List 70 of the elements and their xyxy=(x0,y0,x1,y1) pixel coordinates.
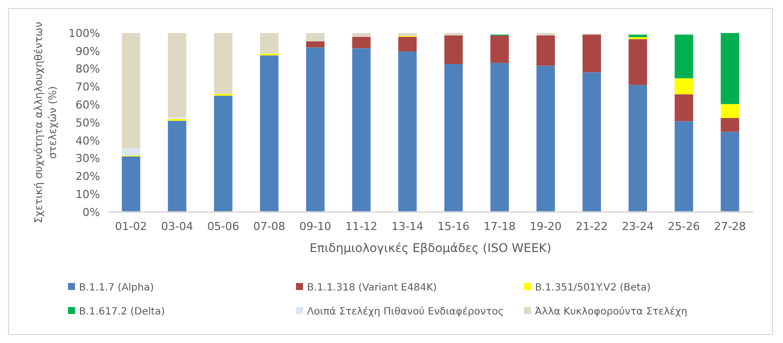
legend-label: B.1.1.7 (Alpha) xyxy=(79,282,154,294)
x-tick-label: 05-06 xyxy=(207,220,240,233)
bar xyxy=(398,36,417,52)
bar xyxy=(306,33,325,42)
x-tick-label: 19-20 xyxy=(530,220,562,233)
bar xyxy=(214,96,232,212)
bar xyxy=(582,34,601,72)
bar xyxy=(628,34,648,38)
x-tick-label: 17-18 xyxy=(484,220,516,233)
bar xyxy=(444,64,463,212)
bar xyxy=(628,84,648,212)
legend-label: Άλλα Κυκλοφορούντα Στελέχη xyxy=(535,306,688,318)
legend-label: Λοιπά Στελέχη Πιθανού Ενδιαφέροντος xyxy=(307,306,504,318)
bar xyxy=(398,51,417,212)
x-tick-label: 23-24 xyxy=(622,220,654,233)
bar xyxy=(260,33,278,54)
bar xyxy=(306,41,325,48)
bar xyxy=(720,104,740,118)
bar xyxy=(352,33,371,37)
y-tick-label: 30% xyxy=(76,152,100,166)
x-tick-label: 13-14 xyxy=(391,220,424,233)
bar xyxy=(260,55,278,212)
y-tick-label: 70% xyxy=(76,80,100,94)
x-axis-title: Επιδημιολογικές Εβδομάδες (ISO WEEK) xyxy=(310,241,552,255)
bar xyxy=(168,33,186,118)
bar xyxy=(720,118,740,132)
x-tick-label: 09-10 xyxy=(299,220,332,233)
legend-label: B.1.617.2 (Delta) xyxy=(79,306,165,318)
bar xyxy=(168,120,186,212)
y-axis-title: Σχετική συχνότητα αλληλουχηθέντων στελεχών (%) xyxy=(33,22,59,224)
bar xyxy=(352,48,371,212)
bar xyxy=(674,34,694,78)
bar xyxy=(444,35,463,64)
x-tick-label: 01-02 xyxy=(115,220,148,233)
bar xyxy=(720,132,740,212)
bar xyxy=(306,47,325,212)
bar xyxy=(536,35,555,66)
y-tick-label: 80% xyxy=(76,62,100,76)
bar xyxy=(674,121,694,212)
x-tick-label: 07-08 xyxy=(253,220,286,233)
x-tick-label: 15-16 xyxy=(438,220,470,233)
bar xyxy=(352,36,371,48)
x-tick-label: 25-26 xyxy=(668,220,700,233)
y-tick-label: 100% xyxy=(68,26,100,40)
bar xyxy=(674,94,694,122)
y-tick-label: 60% xyxy=(76,98,100,112)
y-tick-label: 10% xyxy=(76,188,100,201)
bar xyxy=(122,33,140,148)
y-tick-label: 20% xyxy=(76,170,100,184)
x-tick-label: 27-28 xyxy=(714,220,746,233)
bar xyxy=(490,62,509,212)
y-tick-label: 50% xyxy=(76,116,100,130)
legend-label: B.1.351/501Y.V2 (Beta) xyxy=(535,282,651,294)
bar xyxy=(720,33,740,104)
y-tick-label: 0% xyxy=(82,206,100,219)
x-tick-label: 21-22 xyxy=(576,220,608,233)
y-tick-label: 40% xyxy=(76,134,100,148)
bar xyxy=(674,78,694,94)
x-tick-label: 03-04 xyxy=(161,220,194,233)
bar xyxy=(628,39,648,85)
legend-label: B.1.1.318 (Variant E484K) xyxy=(307,282,437,294)
bar xyxy=(122,148,140,156)
x-tick-label: 11-12 xyxy=(345,220,378,233)
bar xyxy=(214,33,232,94)
bar xyxy=(490,36,509,63)
bar xyxy=(536,66,555,212)
bar xyxy=(582,72,601,212)
y-tick-label: 90% xyxy=(76,44,100,58)
bar xyxy=(398,33,417,36)
bar xyxy=(122,156,140,212)
